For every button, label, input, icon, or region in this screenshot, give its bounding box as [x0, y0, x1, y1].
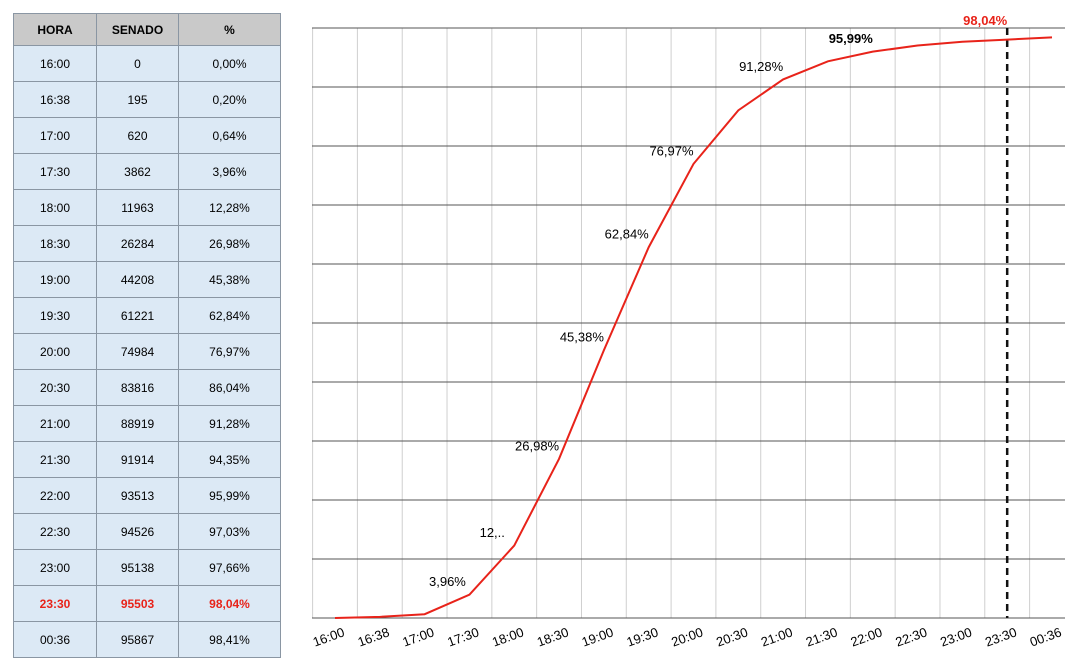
table-row: 00:36 95867 98,41%	[13, 621, 281, 658]
table-cell: 91914	[96, 441, 179, 478]
table-row: 21:30 91914 94,35%	[13, 441, 281, 478]
table-cell: 76,97%	[178, 333, 281, 370]
header-row: HORA SENADO%	[13, 13, 281, 46]
table-cell: 98,04%	[178, 585, 281, 622]
table-cell: 91,28%	[178, 405, 281, 442]
table-cell: 62,84%	[178, 297, 281, 334]
table-cell: 97,03%	[178, 513, 281, 550]
table-cell: 26,98%	[178, 225, 281, 262]
table-body: 16:00 0 0,00% 16:38 195 0,20% 17:00 620 0,64% 17:…	[13, 45, 281, 658]
table-cell: 97,66%	[178, 549, 281, 586]
table-row: 23:00 95138 97,66%	[13, 549, 281, 586]
x-tick-label: 18:30	[535, 624, 571, 649]
x-tick-label: 18:00	[490, 624, 526, 649]
x-tick-label: 16:00	[311, 624, 347, 649]
table-row: 21:00 88919 91,28%	[13, 405, 281, 442]
table-cell: 22:30	[13, 513, 97, 550]
table-row: 23:30 95503 98,04%	[13, 585, 281, 622]
x-tick-label: 00:36	[1028, 624, 1064, 649]
data-label: 12,..	[480, 525, 505, 540]
table-cell: 95867	[96, 621, 179, 658]
table-row: 22:30 94526 97,03%	[13, 513, 281, 550]
table-cell: 95138	[96, 549, 179, 586]
table-cell: 620	[96, 117, 179, 154]
x-tick-label: 17:30	[445, 624, 481, 649]
table-cell: 17:00	[13, 117, 97, 154]
table-cell: 12,28%	[178, 189, 281, 226]
x-tick-label: 22:30	[893, 624, 929, 649]
table-cell: 88919	[96, 405, 179, 442]
data-label: 98,04%	[963, 13, 1008, 28]
table-cell: 95503	[96, 585, 179, 622]
table-cell: 94526	[96, 513, 179, 550]
table-cell: 20:00	[13, 333, 97, 370]
table-row: 16:38 195 0,20%	[13, 81, 281, 118]
x-tick-label: 23:00	[938, 624, 974, 649]
table-cell: 3,96%	[178, 153, 281, 190]
table-cell: 18:00	[13, 189, 97, 226]
x-tick-label: 21:00	[759, 624, 795, 649]
data-label: 45,38%	[560, 330, 605, 345]
table-cell: 86,04%	[178, 369, 281, 406]
x-tick-label: 17:00	[400, 624, 436, 649]
table-row: 17:30 3862 3,96%	[13, 153, 281, 190]
table-cell: 11963	[96, 189, 179, 226]
data-label: 62,84%	[605, 227, 650, 242]
data-label: 76,97%	[649, 143, 694, 158]
table-cell: 23:00	[13, 549, 97, 586]
table-cell: 44208	[96, 261, 179, 298]
x-tick-label: 22:00	[849, 624, 885, 649]
x-tick-label: 20:30	[714, 624, 750, 649]
table-cell: 0,00%	[178, 45, 281, 82]
table-row: 22:00 93513 95,99%	[13, 477, 281, 514]
table-cell: 21:30	[13, 441, 97, 478]
table-cell: 19:30	[13, 297, 97, 334]
data-label: 26,98%	[515, 438, 560, 453]
table-row: 16:00 0 0,00%	[13, 45, 281, 82]
x-tick-label: 19:00	[580, 624, 616, 649]
data-label: 91,28%	[739, 59, 784, 74]
table-cell: 0	[96, 45, 179, 82]
data-table: HORA SENADO% 16:00 0 0,00% 16:38 195 0,20% 17:0…	[13, 13, 281, 658]
x-tick-label: 19:30	[624, 624, 660, 649]
table-row: 17:00 620 0,64%	[13, 117, 281, 154]
table-cell: 3862	[96, 153, 179, 190]
table-cell: 21:00	[13, 405, 97, 442]
table-cell: 45,38%	[178, 261, 281, 298]
table-cell: 26284	[96, 225, 179, 262]
table-cell: 0,20%	[178, 81, 281, 118]
data-label: 3,96%	[429, 574, 466, 589]
data-line	[334, 36, 1053, 619]
x-tick-label: 21:30	[804, 624, 840, 649]
table-cell: 16:38	[13, 81, 97, 118]
table-cell: 20:30	[13, 369, 97, 406]
table-row: 19:30 61221 62,84%	[13, 297, 281, 334]
table-row: 18:00 11963 12,28%	[13, 189, 281, 226]
data-label: 95,99%	[829, 31, 874, 46]
table-cell: 00:36	[13, 621, 97, 658]
table-cell: 95,99%	[178, 477, 281, 514]
table-row: 20:30 83816 86,04%	[13, 369, 281, 406]
table-cell: 17:30	[13, 153, 97, 190]
table-cell: 16:00	[13, 45, 97, 82]
table-cell: 0,64%	[178, 117, 281, 154]
table-row: 19:00 44208 45,38%	[13, 261, 281, 298]
column-header: HORA	[13, 13, 97, 46]
table-cell: 98,41%	[178, 621, 281, 658]
table-cell: 61221	[96, 297, 179, 334]
x-tick-label: 23:30	[983, 624, 1019, 649]
table-cell: 23:30	[13, 585, 97, 622]
table-row: 18:30 26284 26,98%	[13, 225, 281, 262]
x-tick-label: 20:00	[669, 624, 705, 649]
x-tick-label: 16:38	[356, 624, 392, 649]
table-cell: 22:00	[13, 477, 97, 514]
